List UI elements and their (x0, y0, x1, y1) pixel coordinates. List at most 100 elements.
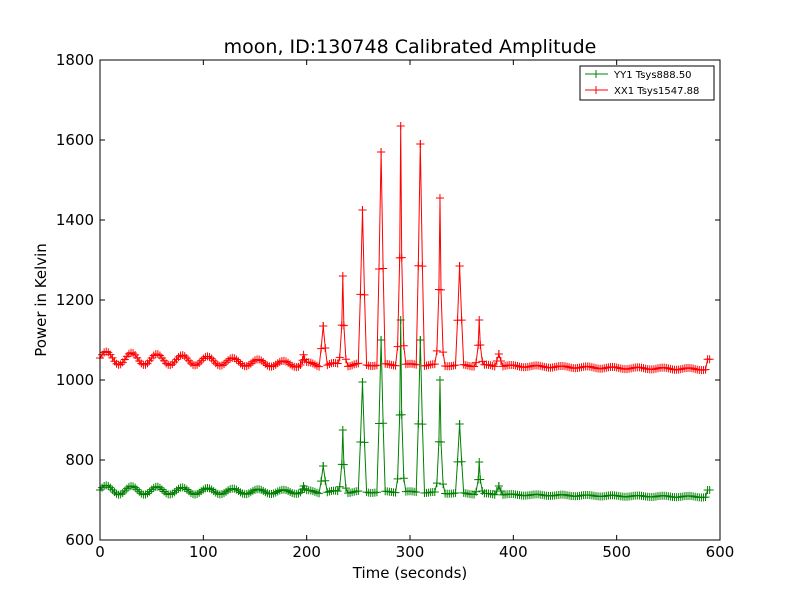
data-point-marker (356, 290, 365, 299)
data-point-marker (224, 356, 233, 365)
data-point-marker (325, 487, 334, 496)
data-point-marker (209, 487, 218, 496)
data-point-marker (339, 460, 348, 469)
x-tick-label: 300 (396, 543, 425, 561)
data-point-marker (116, 360, 125, 369)
chart-title: moon, ID:130748 Calibrated Amplitude (224, 36, 597, 58)
data-point-marker (397, 253, 406, 262)
legend-entry-label: XX1 Tsys1547.88 (614, 86, 699, 97)
data-point-marker (141, 360, 150, 369)
data-point-marker (135, 487, 144, 496)
x-tick-label: 600 (706, 543, 735, 561)
data-point-marker (315, 362, 324, 371)
data-point-marker (513, 362, 522, 371)
data-point-marker (286, 360, 295, 369)
data-point-marker (478, 357, 487, 366)
data-point-marker (259, 486, 268, 495)
data-point-marker (346, 361, 355, 370)
data-point-marker (439, 348, 448, 357)
data-point-marker (191, 361, 200, 370)
data-point-marker (236, 359, 245, 368)
data-point-marker (689, 364, 698, 373)
data-point-marker (587, 363, 596, 372)
data-point-marker (248, 486, 257, 495)
data-point-marker (112, 359, 121, 368)
data-point-marker (338, 272, 347, 280)
data-point-marker (451, 489, 460, 498)
data-point-marker (269, 362, 278, 371)
data-point-marker (335, 482, 344, 491)
data-point-marker (475, 316, 484, 324)
data-point-marker (565, 363, 574, 372)
data-point-marker (222, 358, 231, 367)
data-point-marker (102, 347, 111, 356)
data-point-marker (476, 341, 485, 350)
data-point-marker (242, 362, 251, 371)
data-point-marker (396, 122, 405, 130)
data-point-marker (162, 359, 171, 368)
data-point-marker (589, 363, 598, 372)
data-point-marker (310, 487, 319, 496)
data-point-marker (321, 476, 330, 485)
data-point-marker (308, 487, 317, 496)
data-point-marker (416, 140, 425, 148)
data-point-marker (178, 351, 187, 360)
data-point-marker (118, 488, 127, 497)
data-point-marker (124, 482, 133, 491)
data-point-marker (168, 489, 177, 498)
data-point-marker (333, 359, 342, 368)
data-point-marker (284, 358, 293, 367)
data-point-marker (236, 488, 245, 497)
x-tick-label: 400 (499, 543, 528, 561)
data-point-marker (182, 485, 191, 494)
data-point-marker (153, 350, 162, 359)
data-point-marker (193, 360, 202, 369)
x-tick-label: 100 (189, 543, 218, 561)
y-axis: 600 800 1000 1200 1400 1600 1800 (56, 51, 720, 549)
data-point-marker (341, 355, 350, 364)
data-point-marker (180, 484, 189, 493)
data-point-marker (306, 358, 315, 367)
data-point-marker (705, 355, 714, 364)
data-point-marker (385, 360, 394, 369)
data-point-marker (246, 488, 255, 497)
data-point-marker (315, 489, 324, 498)
data-point-marker (691, 365, 700, 374)
data-point-marker (211, 488, 220, 497)
data-point-marker (354, 486, 363, 495)
data-point-marker (222, 487, 231, 496)
data-point-marker (261, 359, 270, 368)
data-point-marker (496, 357, 505, 366)
data-point-marker (476, 475, 485, 484)
series-layer (96, 122, 714, 502)
data-point-marker (321, 344, 330, 353)
data-point-marker (393, 342, 402, 351)
data-point-marker (288, 488, 297, 497)
data-point-marker (496, 486, 505, 495)
data-point-marker (313, 361, 321, 370)
data-point-marker (199, 354, 208, 363)
legend-marker (592, 70, 600, 78)
data-point-marker (184, 487, 193, 496)
legend: YY1 Tsys888.50 XX1 Tsys1547.88 (579, 65, 715, 101)
data-point-marker (494, 350, 503, 358)
data-point-marker (108, 353, 117, 362)
data-point-marker (145, 487, 154, 496)
data-point-marker (296, 360, 305, 369)
data-point-marker (166, 490, 175, 499)
data-point-marker (358, 378, 367, 386)
data-point-marker (131, 483, 140, 492)
data-point-marker (257, 356, 266, 365)
data-point-marker (273, 359, 282, 368)
data-point-marker (124, 349, 133, 358)
data-point-marker (158, 485, 166, 494)
data-point-marker (536, 361, 545, 370)
data-point-marker (335, 353, 344, 362)
data-point-marker (323, 361, 332, 370)
data-point-marker (308, 359, 317, 368)
data-point-marker (701, 365, 710, 374)
data-point-marker (298, 356, 307, 365)
data-point-marker (705, 486, 714, 494)
data-point-marker (279, 356, 288, 365)
data-point-marker (232, 485, 241, 494)
